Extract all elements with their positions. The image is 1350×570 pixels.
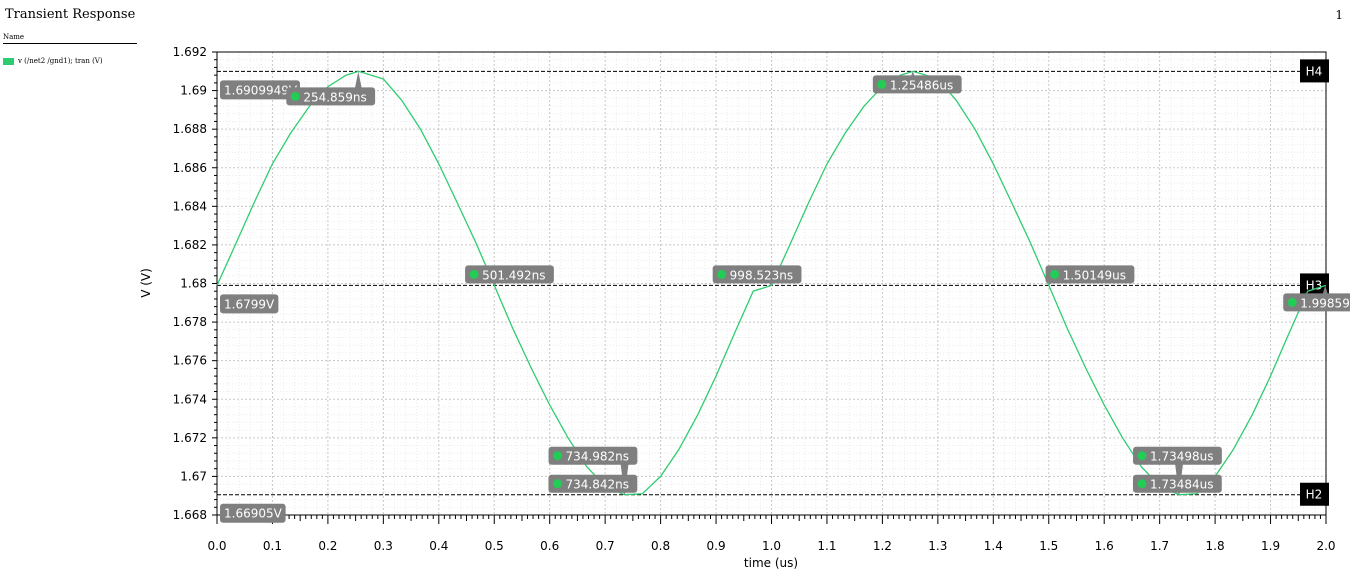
point-marker-dot	[1137, 479, 1147, 489]
window-title: Transient Response	[5, 7, 136, 22]
point-marker-dot	[1287, 297, 1297, 307]
x-tick-label: 0.8	[651, 539, 670, 553]
point-marker-box[interactable]	[1045, 265, 1135, 284]
y-tick-label: 1.682	[173, 238, 207, 252]
y-tick-label: 1.678	[173, 315, 207, 329]
x-tick-label: 0.9	[707, 539, 726, 553]
hmarker-tag-label: H4	[1306, 64, 1323, 78]
point-marker-box[interactable]	[1283, 293, 1350, 312]
point-marker-label: 1.25486us	[890, 78, 953, 92]
point-marker-label: 1.73498us	[1150, 450, 1213, 464]
point-marker-dot	[553, 451, 563, 461]
point-marker-box[interactable]	[712, 265, 802, 284]
legend-item[interactable]: v (/net2 /gnd1); tran (V)	[3, 57, 103, 65]
legend-item-label: v (/net2 /gnd1); tran (V)	[18, 57, 103, 65]
horizontal-markers[interactable]: H4 1.6909949V H3 1.6799V H2 1.66905V	[217, 59, 1329, 523]
x-tick-label: 1.3	[928, 539, 947, 553]
point-marker-box[interactable]	[1132, 474, 1222, 493]
x-tick-label: 1.6	[1095, 539, 1114, 553]
point-marker-label: 1.73484us	[1150, 478, 1213, 492]
point-marker-dot	[1137, 451, 1147, 461]
hmarker-value-box	[220, 503, 286, 523]
point-marker-label: 501.492ns	[482, 268, 545, 282]
y-tick-label: 1.674	[173, 392, 207, 406]
point-markers[interactable]: 254.859ns 501.492ns 998.523ns 1.25486us 1.50…	[286, 71, 1350, 495]
hmarker-value-box	[220, 294, 279, 314]
y-tick-label: 1.686	[173, 161, 207, 175]
hmarker-value-box	[220, 80, 300, 100]
point-marker-label: 1.99859us	[1300, 296, 1350, 310]
x-tick-label: 0.2	[318, 539, 337, 553]
y-tick-label: 1.668	[173, 508, 207, 522]
y-tick-label: 1.692	[173, 45, 207, 59]
x-tick-label: 1.7	[1150, 539, 1169, 553]
x-axis-label: time (us)	[744, 556, 798, 570]
x-tick-label: 2.0	[1316, 539, 1335, 553]
point-marker-dot	[469, 269, 479, 279]
x-tick-label: 0.0	[207, 539, 226, 553]
y-axis-label: V (V)	[139, 268, 153, 298]
page-number: 1	[1335, 8, 1343, 22]
y-tick-label: 1.676	[173, 354, 207, 368]
x-tick-label: 1.5	[1039, 539, 1058, 553]
x-tick-label: 0.7	[596, 539, 615, 553]
x-axis: 0.0 0.1 0.2 0.3 0.4 0.5 0.6 0.7 0.8 0.9 1.0 1.1 1.2 1…	[207, 515, 1336, 553]
point-marker-box[interactable]	[465, 265, 554, 284]
x-tick-label: 0.3	[374, 539, 393, 553]
hmarker-value-label: 1.6909949V	[224, 83, 298, 97]
x-tick-label: 1.0	[762, 539, 781, 553]
y-tick-label: 1.684	[173, 199, 207, 213]
point-marker-box[interactable]	[548, 446, 638, 465]
x-tick-label: 0.5	[485, 539, 504, 553]
point-marker-box[interactable]	[872, 75, 962, 94]
point-marker-label: 254.859ns	[303, 90, 366, 104]
y-axis: 1.668 1.67 1.672 1.674 1.676 1.678 1.68 1.682 1.…	[173, 45, 217, 522]
y-tick-label: 1.68	[180, 277, 207, 291]
y-tick-label: 1.69	[180, 84, 207, 98]
y-tick-label: 1.67	[180, 469, 207, 483]
x-tick-label: 1.9	[1261, 539, 1280, 553]
point-marker-dot	[717, 269, 727, 279]
x-tick-label: 0.6	[540, 539, 559, 553]
point-marker-box[interactable]	[1133, 446, 1222, 465]
point-marker-box[interactable]	[286, 87, 376, 106]
hmarker-value-label: 1.66905V	[224, 507, 283, 521]
hmarker-tag-h2[interactable]	[1300, 482, 1329, 506]
point-marker-box[interactable]	[548, 474, 638, 493]
x-tick-label: 1.2	[873, 539, 892, 553]
x-tick-label: 1.1	[817, 539, 836, 553]
hmarker-tag-label: H2	[1306, 488, 1323, 502]
x-tick-label: 1.4	[984, 539, 1003, 553]
x-tick-label: 1.8	[1206, 539, 1225, 553]
point-marker-label: 998.523ns	[730, 268, 793, 282]
point-marker-label: 734.982ns	[566, 450, 629, 464]
hmarker-tag-label: H3	[1306, 278, 1323, 292]
x-tick-label: 0.4	[429, 539, 448, 553]
point-marker-dot	[552, 479, 562, 489]
hmarker-value-label: 1.6799V	[224, 297, 275, 311]
point-marker-dot	[877, 79, 887, 89]
legend-header: Name	[3, 33, 137, 44]
y-tick-label: 1.688	[173, 122, 207, 136]
point-marker-label: 734.842ns	[565, 478, 628, 492]
hmarker-tag-h4[interactable]	[1300, 59, 1329, 83]
x-tick-label: 0.1	[263, 539, 282, 553]
legend-swatch	[3, 57, 14, 65]
point-marker-dot	[290, 91, 300, 101]
y-tick-label: 1.672	[173, 431, 207, 445]
point-marker-label: 1.50149us	[1063, 268, 1126, 282]
point-marker-dot	[1050, 269, 1060, 279]
